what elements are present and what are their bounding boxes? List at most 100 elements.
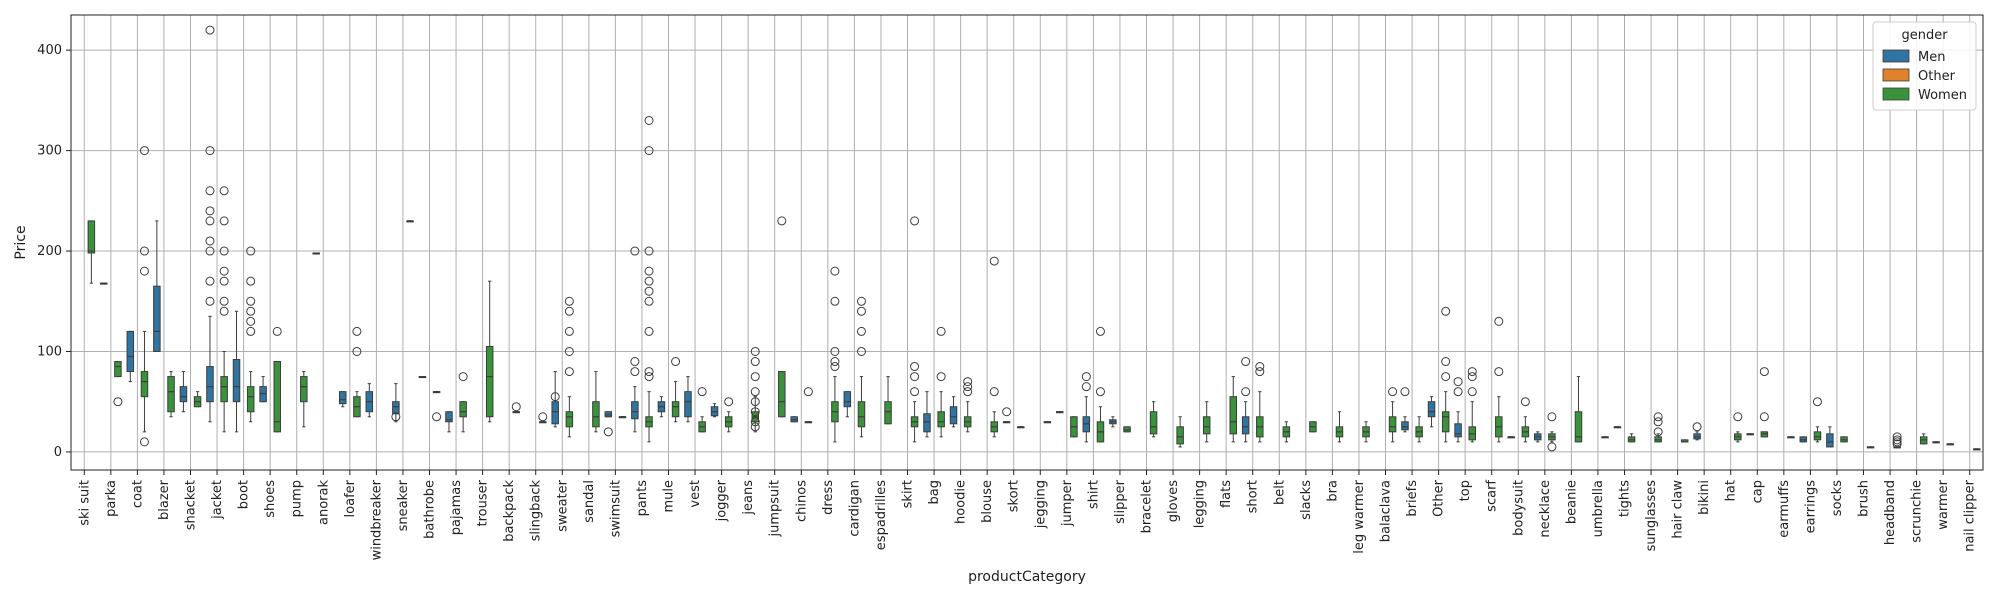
box-men [312,252,320,255]
outlier-point [219,186,229,196]
box-men [1692,422,1702,441]
box-women [246,246,256,423]
box-iqr [937,411,945,428]
box-men [1746,433,1754,436]
outlier-point [750,357,760,367]
box-iqr [1574,411,1583,443]
outlier-point [671,357,681,367]
outlier-point [830,266,840,276]
box-men [99,282,108,285]
box-women [1973,448,1981,451]
box-women [963,377,973,433]
box-iqr [179,386,188,403]
legend-swatch-men [1882,49,1910,63]
outlier-point [856,306,866,316]
outlier-point [139,437,149,447]
box-men [179,371,188,413]
box-men [1400,387,1410,433]
box-iqr [1813,431,1822,441]
box-men [1241,357,1251,443]
box-women [272,326,282,433]
ticks-layer: 0 100 200 300 400 ski suit parka coat blazer shac… [37,43,1978,560]
x-tick-label: bracelet [1140,480,1155,533]
x-tick-label: windbreaker [369,479,384,560]
x-tick-label: warmer [1936,479,1951,529]
box-men [630,246,640,433]
box-iqr [232,359,241,403]
box-men [949,396,958,428]
box-women [1202,401,1211,443]
box-women [1415,416,1423,443]
x-tick-label: hoodie [954,480,969,524]
outlier-point [391,412,401,422]
box-women [1680,439,1689,443]
box-women [1733,412,1743,443]
box-iqr [206,366,214,403]
outlier-point [644,266,654,276]
box-iqr [140,371,149,398]
box-iqr [153,285,161,352]
outlier-point [1494,367,1504,377]
outlier-point [511,402,521,412]
outlier-point [830,357,840,367]
outlier-point [113,397,123,407]
box-women [167,371,175,418]
outlier-point [750,346,760,356]
x-tick-label: earmuffs [1777,480,1792,538]
outlier-point [564,346,574,356]
x-tick-label: tights [1618,480,1633,517]
outlier-point [750,387,760,397]
x-tick-label: nail clipper [1963,479,1978,551]
legend-label-other: Other [1918,69,1956,84]
box-men [843,391,852,418]
x-tick-label: jogger [715,479,730,522]
box-men [445,411,453,433]
outlier-point [219,266,229,276]
outlier-point [564,296,574,306]
box-men [1799,436,1808,443]
x-tick-label: headband [1883,480,1898,545]
outlier-point [1733,412,1743,422]
x-tick-label: brush [1857,480,1872,517]
outlier-point [644,367,654,377]
legend-title: gender [1901,28,1948,43]
outlier-point [750,417,760,427]
box-iqr [246,386,255,413]
x-tick-label: earrings [1803,480,1818,534]
outlier-point [1453,387,1463,397]
box-iqr [1441,411,1450,433]
outlier-point [697,387,707,397]
outlier-point [205,276,215,286]
box-women [884,376,892,425]
box-women [803,387,813,424]
box-iqr [126,330,135,373]
box-iqr [459,401,467,418]
box-iqr [949,406,958,425]
box-iqr [1826,433,1834,448]
x-tick-label: espadrilles [874,480,889,550]
box-men [790,416,798,423]
x-tick-label: chinos [794,480,809,522]
y-tick-label: 400 [37,43,62,58]
outlier-point [205,146,215,156]
box-women [830,266,840,443]
box-iqr [338,391,347,405]
x-tick-label: legging [1193,480,1208,528]
x-tick-label: hat [1724,480,1739,501]
outlier-point [1400,387,1410,397]
plot-frame [70,14,1984,471]
box-iqr [592,401,600,428]
box-men [1109,416,1117,428]
box-iqr [1427,401,1436,418]
x-tick-label: scarf [1485,480,1500,512]
outlier-point [1441,372,1451,382]
box-iqr [1454,423,1462,438]
box-women [1388,387,1398,443]
outlier-point [205,206,215,216]
grid-layer [71,15,1983,470]
box-women [352,326,362,418]
box-men [259,376,267,403]
box-iqr [684,391,692,418]
outlier-point [644,115,654,125]
